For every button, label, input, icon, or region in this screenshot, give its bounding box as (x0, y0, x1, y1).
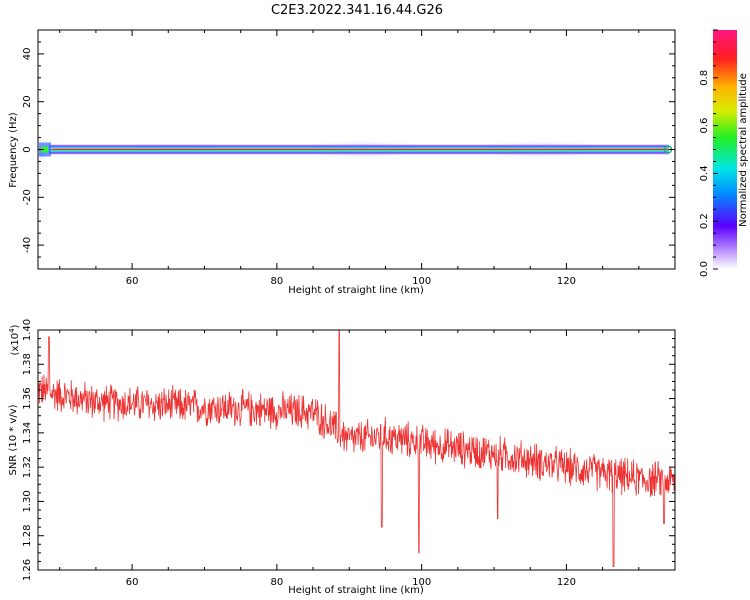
x-tick-label: 80 (271, 276, 284, 287)
bottom-y-axis-label: SNR (10 * v/v) (8, 404, 19, 475)
y-tick-label: 0 (22, 146, 33, 152)
top-x-axis-label: Height of straight line (km) (288, 285, 424, 296)
y-tick-label: 1.30 (22, 490, 33, 512)
bottom-plot-frame (37, 329, 676, 571)
colorbar (713, 30, 737, 269)
y-tick-label: 40 (22, 48, 33, 61)
y-tick-label: 20 (22, 95, 33, 108)
colorbar-tick-label: 0.6 (699, 118, 710, 134)
y-tick-label: 1.40 (22, 319, 33, 341)
top-y-axis-label: Frequency (Hz) (8, 112, 19, 188)
y-tick-label: 1.26 (22, 559, 33, 581)
top-axes: 60 80 100 120 40 20 0 -20 -40 (22, 29, 676, 287)
y-tick-label: -20 (22, 189, 33, 205)
y-tick-label: 1.34 (22, 422, 33, 444)
spectrogram-image (38, 139, 673, 164)
colorbar-tick-label: 0.2 (699, 213, 710, 229)
figure-title: C2E3.2022.341.16.44.G26 (271, 3, 443, 18)
bottom-axes: 60 80 100 120 1.40 1.38 1.36 1.34 1.32 1.30 1.28 1.… (22, 319, 676, 588)
y-tick-label: 1.32 (22, 456, 33, 478)
y-scale-factor: (x104) (8, 324, 21, 355)
snr-panel: 60 80 100 120 1.40 1.38 1.36 1.34 1.32 1.30 1.28 1.… (8, 319, 676, 596)
y-tick-label: 1.28 (22, 525, 33, 547)
colorbar-tick-label: 0.0 (699, 261, 710, 277)
x-tick-label: 120 (557, 276, 576, 287)
bottom-x-axis-label: Height of straight line (km) (288, 585, 424, 596)
x-tick-label: 80 (271, 577, 284, 588)
x-tick-label: 100 (412, 577, 431, 588)
colorbar-axis: 0.0 0.2 0.4 0.6 0.8 (699, 29, 718, 277)
colorbar-label: Normalized spectral amplitude (738, 73, 749, 227)
x-tick-label: 100 (412, 276, 431, 287)
spectrogram-panel: 60 80 100 120 40 20 0 -20 -40 Height of straight… (8, 29, 749, 296)
y-tick-label: 1.38 (22, 353, 33, 375)
snr-series-line (38, 330, 675, 567)
x-tick-label: 60 (126, 577, 139, 588)
spectral-start-core (41, 146, 48, 153)
x-tick-label: 60 (126, 276, 139, 287)
y-tick-label: 1.36 (22, 387, 33, 409)
x-tick-label: 120 (557, 577, 576, 588)
colorbar-tick-label: 0.4 (699, 165, 710, 181)
y-tick-label: -40 (22, 237, 33, 253)
colorbar-tick-label: 0.8 (699, 70, 710, 86)
